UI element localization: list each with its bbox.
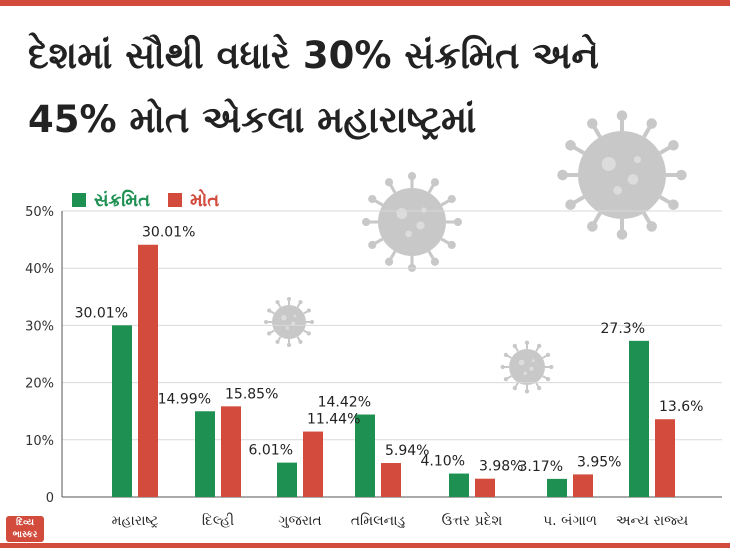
data-label: 3.98% [479, 459, 523, 475]
chart-title: દેશમાં સૌથી વધારે 30% સંક્રમિત અને 45% મ… [28, 24, 708, 152]
data-label: 27.3% [601, 321, 645, 337]
data-label: 3.17% [519, 459, 563, 475]
bar [195, 411, 215, 497]
bar [277, 462, 297, 497]
x-axis: મહારાષ્ટ્ર દિલ્હી ગુજરાત તમિલનાડુ ઉત્તર પ્રદ… [112, 511, 689, 529]
y-tick-label: 50% [25, 205, 54, 220]
data-label: 30.01% [142, 225, 195, 241]
legend: સંક્રમિત મોત [72, 188, 219, 212]
logo: દિવ્ય ભાસ્કર [6, 516, 44, 542]
data-label: 30.01% [75, 305, 128, 321]
y-tick-label: 20% [25, 377, 54, 392]
virus-icon [264, 297, 314, 347]
bars [112, 244, 675, 497]
bar [221, 406, 241, 497]
bar [475, 478, 495, 497]
bar [629, 340, 649, 497]
data-label: 6.01% [249, 443, 293, 459]
gridlines [62, 210, 722, 498]
bar [573, 474, 593, 497]
x-tick-label: દિલ્હી [202, 513, 234, 529]
data-label: 5.94% [385, 443, 429, 459]
bar [112, 325, 132, 497]
data-label: 13.6% [659, 399, 703, 415]
x-tick-label: ગુજરાત [278, 513, 321, 529]
data-label: 4.10% [421, 454, 465, 470]
bar [547, 478, 567, 497]
title-line-1: દેશમાં સૌથી વધારે 30% સંક્રમિત અને [28, 34, 599, 77]
data-label: 3.95% [577, 454, 621, 470]
legend-label-deaths: મોત [190, 189, 220, 211]
bar [355, 414, 375, 497]
virus-icon [362, 172, 462, 272]
bar [303, 431, 323, 497]
data-label: 14.42% [318, 395, 371, 411]
data-label: 11.44% [307, 412, 360, 428]
y-axis: 0 10% 20% 30% 40% 50% [25, 205, 63, 506]
data-label: 15.85% [225, 386, 278, 402]
x-tick-label: મહારાષ્ટ્ર [112, 513, 159, 529]
bar [138, 244, 158, 497]
y-tick-label: 30% [25, 319, 54, 334]
y-tick-label: 10% [25, 434, 54, 449]
legend-swatch-deaths [168, 193, 182, 207]
y-tick-label: 0 [46, 491, 54, 506]
data-label: 14.99% [158, 391, 211, 407]
bar [449, 473, 469, 497]
legend-swatch-infected [72, 193, 86, 207]
x-tick-label: ઉત્તર પ્રદેશ [442, 511, 503, 529]
legend-label-infected: સંક્રમિત [94, 189, 150, 211]
virus-decorations [264, 110, 687, 394]
virus-icon [557, 110, 687, 240]
x-tick-label: અન્ય રાજ્ય [616, 513, 689, 529]
virus-icon [500, 340, 554, 394]
bar [381, 463, 401, 497]
x-tick-label: તમિલનાડુ [351, 513, 406, 529]
bar-labels: 30.01% 30.01% 14.99% 15.85% 6.01% 11.44%14.42… [75, 225, 704, 475]
y-tick-label: 40% [25, 262, 54, 277]
title-line-2: 45% મોત એકલા મહારાષ્ટ્રમાં [28, 98, 477, 141]
x-tick-label: પ. બંગાળ [543, 513, 597, 529]
bar [655, 419, 675, 497]
